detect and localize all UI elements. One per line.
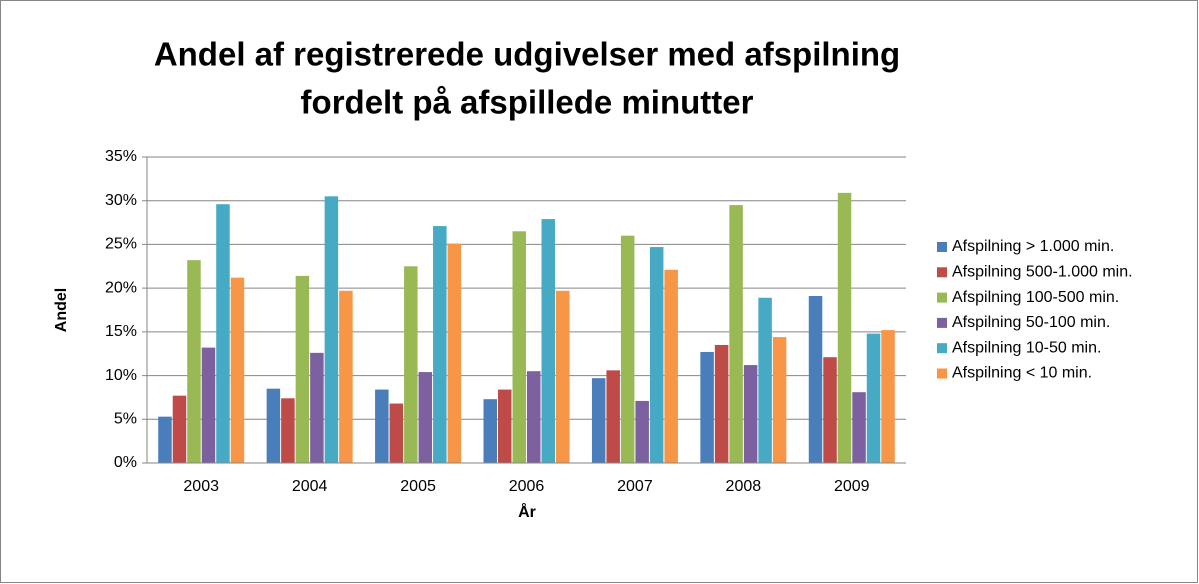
x-axis-title: År: [518, 502, 536, 521]
bar: [758, 297, 772, 463]
bar: [324, 196, 339, 464]
bar: [339, 290, 353, 463]
bar: [433, 226, 447, 463]
legend-label: Afspilning > 1.000 min.: [952, 238, 1114, 255]
y-tick-label: 30%: [105, 192, 137, 209]
bar: [172, 395, 187, 463]
legend-label: Afspilning 50-100 min.: [952, 314, 1110, 331]
legend-swatch: [937, 343, 947, 354]
bar: [556, 290, 570, 463]
bar: [187, 260, 201, 463]
bar: [216, 204, 230, 463]
x-tick-label: 2004: [292, 478, 328, 495]
y-tick-label: 25%: [105, 236, 137, 253]
bar: [418, 372, 433, 463]
bar: [230, 277, 245, 463]
x-tick-label: 2007: [617, 478, 653, 495]
legend-swatch: [937, 267, 947, 278]
bar: [649, 247, 664, 463]
bar: [837, 192, 852, 464]
y-tick-label: 35%: [105, 148, 137, 165]
bar: [664, 269, 678, 463]
bar: [483, 399, 497, 463]
bar: [808, 296, 823, 463]
y-tick-label: 0%: [114, 454, 137, 471]
y-tick-label: 15%: [105, 323, 137, 340]
bar: [266, 388, 281, 463]
x-tick-label: 2003: [183, 478, 219, 495]
bar: [447, 243, 462, 463]
bar: [281, 398, 295, 463]
legend-label: Afspilning 500-1.000 min.: [952, 264, 1133, 281]
y-axis-title: Andel: [53, 288, 70, 332]
legend-swatch: [937, 292, 947, 303]
bar: [866, 333, 881, 463]
bar: [743, 365, 758, 463]
bar: [541, 219, 555, 463]
x-tick-label: 2008: [726, 478, 762, 495]
bar: [635, 400, 649, 463]
bar: [700, 351, 714, 463]
x-tick-label: 2005: [400, 478, 436, 495]
bar: [375, 389, 389, 463]
x-tick-label: 2009: [834, 478, 870, 495]
bar: [729, 205, 743, 464]
legend-label: Afspilning 100-500 min.: [952, 289, 1119, 306]
legend-label: Afspilning 10-50 min.: [952, 339, 1101, 356]
bar: [620, 235, 635, 463]
bar: [823, 357, 837, 463]
bar: [201, 347, 216, 463]
bar: [527, 371, 541, 463]
bar: [498, 389, 512, 463]
y-tick-label: 10%: [105, 367, 137, 384]
legend-swatch: [937, 317, 947, 328]
legend-swatch: [937, 368, 947, 379]
bar: [714, 344, 729, 463]
bar: [772, 337, 787, 463]
legend-swatch: [937, 242, 947, 252]
bar: [606, 370, 620, 463]
y-tick-label: 5%: [114, 411, 137, 428]
chart-title: Andel af registrerede udgivelser med afs…: [154, 36, 900, 73]
chart-title: fordelt på afspillede minutter: [301, 84, 754, 121]
bar: [389, 403, 404, 463]
bar: [158, 416, 172, 463]
legend-label: Afspilning < 10 min.: [952, 365, 1092, 382]
y-tick-label: 20%: [105, 279, 137, 296]
bar: [591, 378, 606, 463]
bar: [404, 266, 418, 463]
bar: [852, 392, 866, 463]
bar: [881, 330, 895, 463]
bar: [295, 275, 310, 463]
x-tick-label: 2006: [509, 478, 545, 495]
bar: [512, 231, 526, 463]
bar: [310, 352, 324, 463]
